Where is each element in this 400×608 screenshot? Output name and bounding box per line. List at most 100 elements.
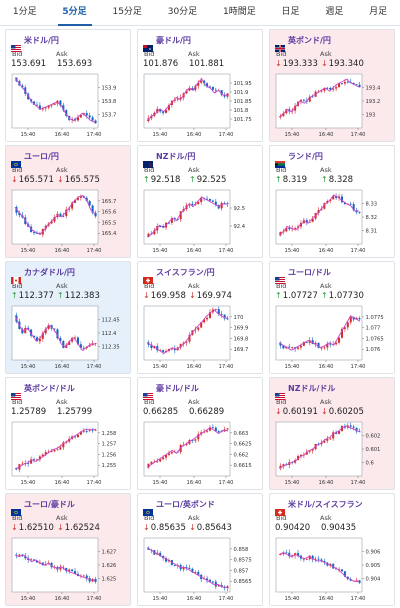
- tab-30min[interactable]: 30分足: [167, 7, 198, 17]
- tab-weekly[interactable]: 週足: [325, 7, 344, 17]
- bid-value: 0.60191: [282, 407, 318, 417]
- candlestick-chart: 193.4 193.2 193 15:40 16:40 17:40: [275, 73, 381, 138]
- pair-name[interactable]: 英ポンド/円: [288, 36, 331, 45]
- tab-daily[interactable]: 日足: [281, 7, 300, 17]
- pair-name[interactable]: ユーロ/豪ドル: [24, 500, 75, 509]
- x-tick-label: 15:40: [153, 132, 168, 138]
- candle: [291, 347, 294, 349]
- price-chart[interactable]: 0.602 0.601 0.6 15:40 16:40 17:40: [274, 420, 392, 488]
- rate-card[interactable]: 英ポンド/円 Bid Ask ↓193.333 ↓193.340 193.4 193.2 19…: [269, 29, 395, 142]
- candlestick-chart: 92.5 92.4 15:40 16:40 17:40: [143, 189, 246, 254]
- candle: [194, 85, 197, 90]
- price-chart[interactable]: 1.0775 1.077 1.0765 1.076 15:40 16:40 17:40: [274, 304, 392, 372]
- candle: [94, 579, 97, 582]
- pair-name[interactable]: NZドル/円: [156, 152, 196, 161]
- rate-card[interactable]: ユーロ/円 Bid Ask ↓165.571 ↓165.575 165.7 165.6 165…: [5, 145, 131, 258]
- rate-card[interactable]: 米ドル/スイスフラン Bid Ask 0.90420 0.90435 0.906 0.905…: [269, 493, 395, 606]
- y-tick-label: 1.255: [102, 463, 117, 469]
- price-chart[interactable]: 165.7 165.6 165.5 165.4 15:40 16:40 17:40: [10, 188, 128, 256]
- candle: [223, 94, 226, 97]
- candle: [358, 431, 361, 433]
- rate-card[interactable]: スイスフラン/円 Bid Ask ↓169.958 ↓169.974 170 169.9 16…: [137, 261, 263, 374]
- rate-card[interactable]: ユーロ/ドル Bid Ask ↑1.07727 ↑1.07730 1.0775 1.077 1…: [269, 261, 395, 374]
- rate-card[interactable]: ユーロ/豪ドル Bid Ask ↓1.62510 ↓1.62524 1.627 1.626 1…: [5, 493, 131, 606]
- bid-label: Bid: [12, 282, 23, 290]
- candle: [71, 202, 74, 209]
- rate-card[interactable]: 米ドル/円 Bid Ask 153.691 153.693 153.9 153.8 153.7…: [5, 29, 131, 142]
- price-chart[interactable]: 0.858 0.8575 0.857 0.8565 15:40 16:40 17:40: [142, 536, 260, 604]
- price-chart[interactable]: 8.33 8.32 8.31 15:40 16:40 17:40: [274, 188, 392, 256]
- tab-monthly[interactable]: 月足: [369, 7, 388, 17]
- candle: [211, 200, 214, 202]
- pair-name[interactable]: 米ドル/円: [24, 36, 59, 45]
- pair-name[interactable]: 英ポンド/ドル: [24, 384, 75, 393]
- y-tick-label: 101.8: [234, 108, 249, 114]
- ask-price: ↑8.328: [321, 175, 353, 185]
- price-chart[interactable]: 170 169.9 169.8 169.7 15:40 16:40 17:40: [142, 304, 260, 372]
- price-chart[interactable]: 0.663 0.6625 0.662 0.6615 15:40 16:40 17:40: [142, 420, 260, 488]
- candle: [179, 211, 182, 220]
- timeframe-tabs: 1分足 5分足 15分足 30分足 1時間足 日足 週足 月足: [0, 0, 400, 26]
- candle: [41, 333, 44, 339]
- candle: [191, 203, 194, 205]
- prices-row: ↑8.319 ↑8.328: [275, 175, 394, 185]
- pair-name[interactable]: スイスフラン/円: [156, 268, 215, 277]
- moving-average-line: [14, 195, 96, 235]
- rate-card[interactable]: ユーロ/英ポンド Bid Ask ↓0.85635 ↓0.85643 0.858 0.857…: [137, 493, 263, 606]
- pair-name[interactable]: カナダドル/円: [24, 268, 75, 277]
- flag-icon: [11, 385, 21, 400]
- candle: [188, 88, 191, 91]
- ask-price: ↓1.62524: [57, 523, 100, 533]
- y-tick-label: 169.8: [234, 336, 249, 342]
- candle: [206, 430, 209, 432]
- rate-card[interactable]: カナダドル/円 Bid Ask ↑112.377 ↑112.383 112.45 112.4…: [5, 261, 131, 374]
- card-header: NZドル/円: [143, 150, 262, 168]
- y-tick-label: 165.7: [102, 199, 117, 205]
- pair-name[interactable]: 豪ドル/ドル: [156, 384, 199, 393]
- x-tick-label: 17:40: [219, 132, 234, 138]
- pair-name[interactable]: NZドル/ドル: [288, 384, 336, 393]
- price-chart[interactable]: 0.906 0.905 0.904 15:40 16:40 17:40: [274, 536, 392, 604]
- rate-card[interactable]: 英ポンド/ドル Bid Ask 1.25789 1.25799 1.258 1.257 1.2…: [5, 377, 131, 490]
- candle: [185, 443, 188, 445]
- candle: [82, 430, 85, 432]
- tab-1min[interactable]: 1分足: [12, 7, 37, 17]
- moving-average-line: [146, 427, 227, 468]
- pair-name[interactable]: ユーロ/ドル: [288, 268, 331, 277]
- price-chart[interactable]: 112.45 112.4 112.35 15:40 16:40 17:40: [10, 304, 128, 372]
- tab-15min[interactable]: 15分足: [112, 7, 142, 17]
- rate-card[interactable]: 豪ドル/円 Bid Ask 101.876 101.881 101.95 101.9 101.…: [137, 29, 263, 142]
- rate-card[interactable]: ランド/円 Bid Ask ↑8.319 ↑8.328 8.33 8.32 8.31 15:40…: [269, 145, 395, 258]
- bid-value: 1.07727: [282, 291, 318, 301]
- candle: [294, 228, 297, 229]
- rate-card[interactable]: NZドル/円 Bid Ask ↑92.518 ↑92.525 92.5 92.4 15:40 1…: [137, 145, 263, 258]
- moving-average-line: [14, 428, 95, 470]
- card-header: 英ポンド/円: [275, 34, 394, 52]
- prices-row: ↑1.07727 ↑1.07730: [275, 291, 394, 301]
- pair-name[interactable]: ユーロ/英ポンド: [156, 500, 215, 509]
- candle: [44, 452, 47, 455]
- price-chart[interactable]: 193.4 193.2 193 15:40 16:40 17:40: [274, 72, 392, 140]
- price-chart[interactable]: 1.258 1.257 1.256 1.255 15:40 16:40 17:40: [10, 420, 128, 488]
- pair-name[interactable]: 豪ドル/円: [156, 36, 191, 45]
- rate-card[interactable]: NZドル/ドル Bid Ask ↓0.60191 ↓0.60205 0.602 0.601 0…: [269, 377, 395, 490]
- price-chart[interactable]: 101.95 101.9 101.85 101.8 101.75 15:40 16:40 17…: [142, 72, 260, 140]
- pair-name[interactable]: ユーロ/円: [24, 152, 59, 161]
- tab-1hour[interactable]: 1時間足: [222, 7, 256, 17]
- candle: [162, 350, 165, 352]
- tab-5min[interactable]: 5分足: [50, 0, 100, 26]
- ask-label: Ask: [56, 50, 68, 58]
- price-chart[interactable]: 153.9 153.8 153.7 15:40 16:40 17:40: [10, 72, 128, 140]
- rate-card[interactable]: 豪ドル/ドル Bid Ask 0.66285 0.66289 0.663 0.6625 0.6…: [137, 377, 263, 490]
- candle: [173, 99, 176, 101]
- price-chart[interactable]: 1.627 1.626 1.625 15:40 16:40 17:40: [10, 536, 128, 604]
- price-chart[interactable]: 92.5 92.4 15:40 16:40 17:40: [142, 188, 260, 256]
- ask-price: ↑112.383: [57, 291, 100, 301]
- pair-name[interactable]: 米ドル/スイスフラン: [288, 500, 363, 509]
- pair-name[interactable]: ランド/円: [288, 152, 323, 161]
- candle: [194, 439, 197, 441]
- y-tick-label: 0.663: [234, 431, 249, 437]
- bid-price: ↓0.60191: [275, 407, 321, 417]
- y-tick-label: 8.31: [366, 229, 378, 235]
- candle: [68, 569, 71, 572]
